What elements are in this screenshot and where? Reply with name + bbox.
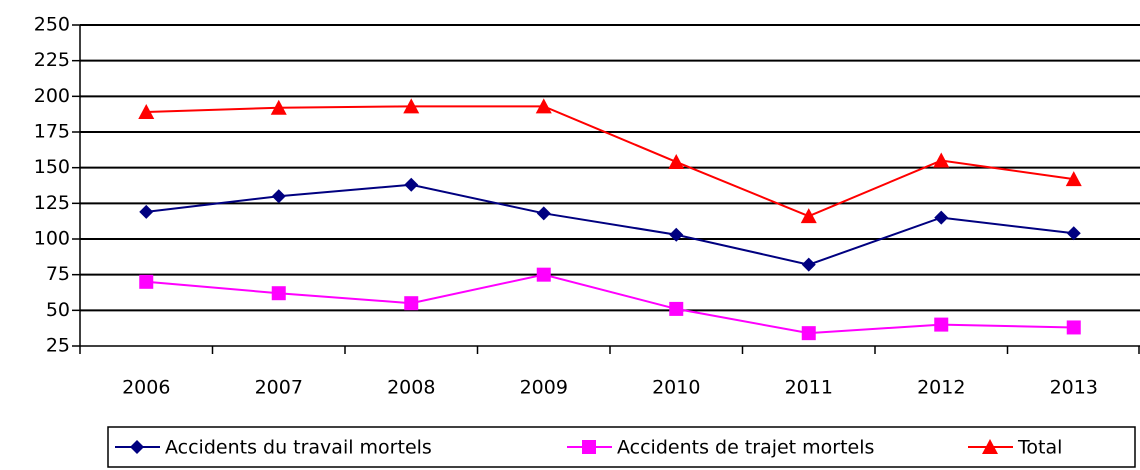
x-tick-label: 2006	[122, 377, 170, 399]
marker	[1066, 320, 1081, 335]
series-line	[146, 183, 1074, 266]
y-tick-label: 225	[34, 49, 70, 71]
marker	[801, 257, 816, 272]
series-line	[146, 273, 1074, 335]
x-tick-label: 2007	[255, 377, 303, 399]
y-tick-label: 125	[34, 192, 70, 214]
x-tick-label: 2008	[387, 377, 435, 399]
marker	[404, 296, 419, 311]
y-tick-label: 75	[46, 263, 70, 285]
series-line	[146, 105, 1074, 218]
marker	[934, 210, 949, 225]
marker	[271, 286, 286, 301]
y-tick-label: 25	[46, 335, 70, 357]
marker	[139, 274, 154, 289]
marker	[933, 152, 950, 168]
y-tick-label: 175	[34, 121, 70, 143]
y-tick-label: 100	[34, 228, 70, 250]
marker	[130, 440, 144, 454]
y-tick-label: 150	[34, 156, 70, 178]
marker	[271, 189, 286, 204]
marker	[536, 206, 551, 221]
marker	[800, 208, 817, 224]
y-tick-label: 200	[34, 85, 70, 107]
y-tick-label: 50	[46, 299, 70, 321]
marker	[801, 326, 816, 341]
legend-box	[107, 426, 1136, 468]
marker	[536, 267, 551, 282]
marker	[668, 153, 685, 169]
x-tick-label: 2011	[785, 377, 833, 399]
marker	[138, 104, 155, 120]
marker	[1065, 171, 1082, 187]
marker	[403, 98, 420, 114]
y-tick-label: 250	[34, 14, 70, 36]
x-tick-label: 2010	[652, 377, 700, 399]
marker	[535, 98, 552, 114]
legend-label: Accidents de trajet mortels	[617, 437, 874, 459]
marker	[669, 227, 684, 242]
marker	[982, 439, 998, 454]
marker	[582, 440, 596, 454]
marker	[669, 301, 684, 316]
x-tick-label: 2013	[1050, 377, 1098, 399]
marker	[139, 204, 154, 219]
marker	[1066, 226, 1081, 241]
marker	[270, 99, 287, 115]
legend-label: Total	[1017, 437, 1062, 459]
legend-label: Accidents du travail mortels	[165, 437, 432, 459]
marker	[934, 317, 949, 332]
x-tick-label: 2009	[520, 377, 568, 399]
marker	[404, 177, 419, 192]
x-tick-label: 2012	[917, 377, 965, 399]
